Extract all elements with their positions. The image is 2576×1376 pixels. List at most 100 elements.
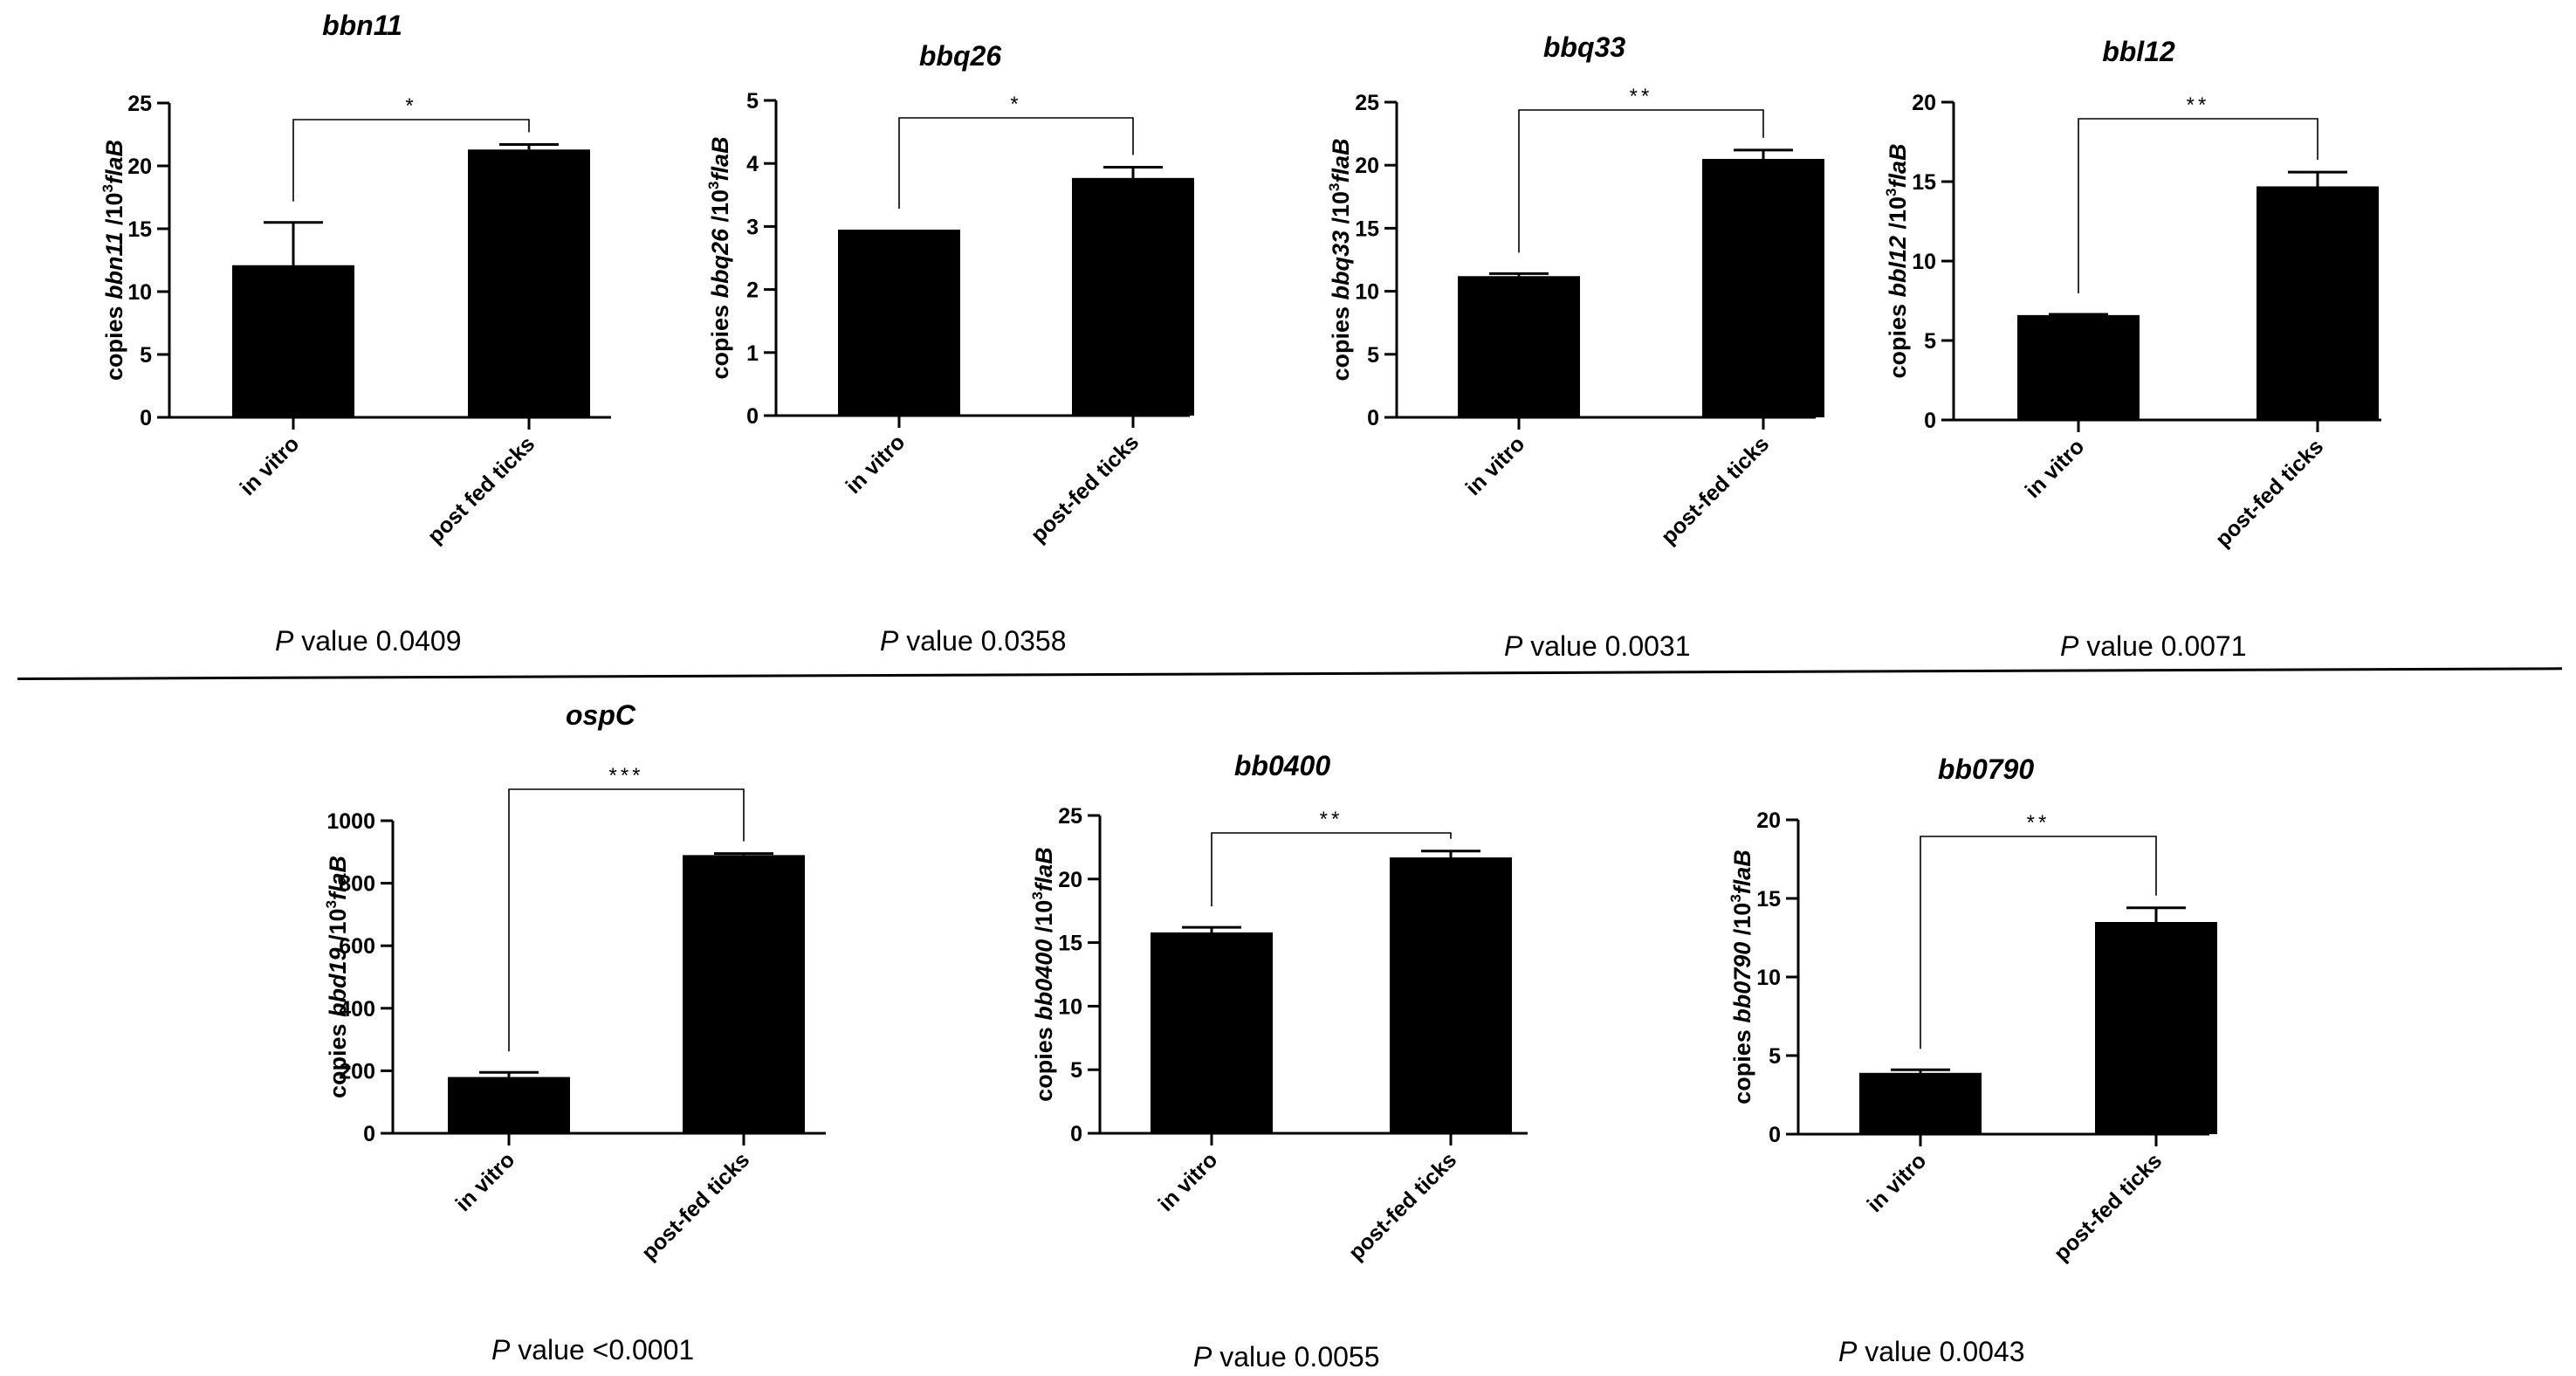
y-tick-label: 10 [1756,966,1781,990]
ylabel-ref: flaB [707,136,733,181]
significance-bracket [2078,118,2318,293]
bar-0 [448,1077,570,1133]
p-text: value 0.0358 [898,625,1067,657]
chart-title: bbl12 [2102,36,2175,67]
x-tick-label: in vitro [1154,1147,1223,1216]
ylabel-suffix: /10 [1328,191,1354,230]
y-tick-label: 10 [127,280,152,305]
y-tick-label: 5 [1924,329,1936,354]
y-tick-label: 5 [746,89,759,114]
bar-1 [1072,177,1194,416]
y-tick-label: 0 [1070,1122,1082,1146]
bar-0 [838,230,960,416]
x-tick-label: in vitro [1863,1148,1932,1217]
ylabel-suffix: /10 [707,189,733,229]
y-tick-label: 20 [1058,868,1082,892]
ylabel-prefix: copies [1328,300,1354,382]
y-tick-label: 2 [746,279,759,303]
bar-0 [1458,276,1580,417]
ylabel-prefix: copies [1885,298,1911,379]
significance-marker: ** [2187,93,2210,117]
p-symbol: P [880,625,899,657]
significance-marker: * [405,94,416,118]
x-tick-label: post-fed ticks [2211,434,2329,552]
ylabel-ref: flaB [325,856,351,900]
ylabel-exp: 3 [100,184,116,192]
y-tick-label: 800 [339,872,375,897]
x-tick-label: in vitro [841,430,910,499]
ylabel-suffix: /10 [1885,196,1911,236]
x-tick-label: post-fed ticks [1657,431,1775,549]
ylabel-gene: bbl12 [1885,236,1911,298]
bar-0 [232,265,354,417]
chart-title: bbq26 [919,40,1001,72]
significance-marker: ** [1320,808,1343,831]
ylabel-exp: 3 [1326,182,1343,190]
bar-1 [1390,857,1512,1133]
y-tick-label: 3 [746,215,759,239]
ylabel-prefix: copies [1031,1021,1057,1102]
chart-bbl12: bbl12 0 5 10 15 20 copies bbl12 /103flaB in vit… [1883,36,2381,552]
bar-1 [2095,922,2217,1134]
chart-title: bb0790 [1938,753,2034,785]
ylabel-prefix: copies [1729,1023,1755,1104]
p-text: value 0.0409 [293,625,462,657]
y-tick-label: 15 [127,217,152,242]
bar-0 [1151,932,1273,1133]
p-value-6: P value 0.0043 [1838,1336,2025,1368]
y-tick-label: 5 [1070,1058,1082,1083]
x-tick-label: in vitro [1461,431,1530,500]
p-text: value 0.0071 [2078,630,2247,662]
ylabel-gene: bbn11 [101,231,127,299]
bar-1 [683,855,805,1133]
x-tick-label: post fed ticks [422,431,539,548]
ylabel-gene: bbq33 [1328,230,1354,300]
ylabel-exp: 3 [705,181,722,189]
bar-0 [2017,314,2140,420]
ylabel-gene: bbq26 [707,228,733,298]
p-value-5: P value 0.0055 [1193,1341,1380,1373]
ylabel-suffix: /10 [101,192,127,231]
chart-title: bbq33 [1543,31,1625,63]
significance-bracket [1211,832,1452,907]
ylabel-exp: 3 [1728,894,1744,902]
x-tick-label: in vitro [236,431,305,500]
y-tick-label: 0 [746,404,759,429]
p-symbol: P [275,625,294,657]
ylabel-ref: flaB [1031,847,1057,891]
significance-bracket [898,117,1134,210]
significance-bracket [1920,836,2157,1049]
x-tick-label: post-fed ticks [1027,430,1144,547]
ylabel-exp: 3 [1029,891,1046,899]
ylabel-prefix: copies [325,1017,351,1098]
y-tick-label: 5 [1769,1044,1781,1069]
y-tick-label: 0 [1924,409,1936,433]
y-tick-label: 25 [1058,804,1082,829]
bar-0 [1859,1072,1982,1134]
y-tick-label: 10 [1355,280,1379,305]
y-tick-label: 25 [1355,91,1379,115]
bar-1 [468,149,590,417]
y-tick-label: 20 [1756,808,1781,833]
ylabel-suffix: /10 [1031,900,1057,939]
significance-marker: ** [1630,85,1653,108]
y-tick-label: 20 [1355,154,1379,178]
x-tick-label: post-fed ticks [2050,1148,2167,1266]
ylabel-ref: flaB [101,140,127,184]
p-text: value <0.0001 [510,1334,695,1366]
p-symbol: P [1193,1341,1212,1373]
p-symbol: P [2060,630,2079,662]
chart-ospC: ospC 0 200 400 600 800 1000 copies bbd19 /103fl… [323,699,826,1265]
p-value-0: P value 0.0409 [275,625,462,657]
ylabel-ref: flaB [1328,138,1354,182]
bar-1 [2257,186,2379,420]
significance-bracket [292,119,530,202]
ylabel-ref: flaB [1885,143,1911,188]
ylabel-gene: bbd19 [325,947,351,1017]
